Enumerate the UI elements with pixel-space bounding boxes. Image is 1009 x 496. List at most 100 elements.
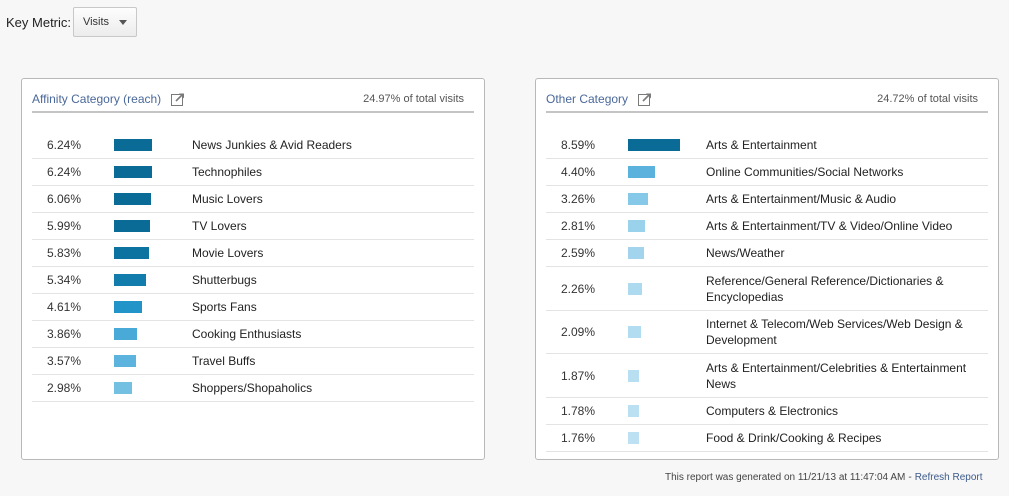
row-category-label: TV Lovers: [192, 219, 247, 233]
row-category-label: Shutterbugs: [192, 273, 257, 287]
bar-cell: [114, 301, 192, 313]
row-percentage: 5.83%: [47, 246, 82, 260]
row-percentage: 3.26%: [561, 192, 596, 206]
bar-cell: [628, 166, 706, 178]
bar-cell: [114, 139, 192, 151]
row-category-label: Arts & Entertainment/TV & Video/Online V…: [706, 219, 953, 233]
table-row: 6.24% Technophiles: [32, 159, 474, 186]
row-percentage: 3.57%: [47, 354, 82, 368]
row-percentage: 8.59%: [561, 138, 596, 152]
row-bar: [628, 193, 648, 205]
row-percentage: 1.87%: [561, 368, 596, 383]
bar-cell: [114, 193, 192, 205]
row-category-label: News/Weather: [706, 246, 785, 260]
table-row: 2.59% News/Weather: [546, 240, 988, 267]
bar-cell: [114, 247, 192, 259]
row-percentage: 1.78%: [561, 404, 596, 418]
table-row: 5.34% Shutterbugs: [32, 267, 474, 294]
refresh-report-link[interactable]: Refresh Report: [914, 472, 983, 483]
row-bar: [114, 220, 150, 232]
row-bar: [114, 328, 137, 340]
table-row: 2.98% Shoppers/Shopaholics: [32, 375, 474, 402]
affinity-rows: 6.24% News Junkies & Avid Readers 6.24% Tec…: [32, 132, 474, 402]
bar-cell: [628, 193, 706, 205]
row-bar: [628, 326, 641, 338]
row-percentage: 6.24%: [47, 138, 82, 152]
bar-cell: [628, 282, 706, 295]
row-percentage: 6.24%: [47, 165, 82, 179]
row-category-label: News Junkies & Avid Readers: [192, 138, 352, 152]
row-percentage: 2.98%: [47, 381, 82, 395]
table-row: 2.81% Arts & Entertainment/TV & Video/Onl…: [546, 213, 988, 240]
row-category-label: Internet & Telecom/Web Services/Web Desi…: [706, 317, 963, 347]
table-row: 4.40% Online Communities/Social Networks: [546, 159, 988, 186]
row-category-label: Music Lovers: [192, 192, 263, 206]
row-bar: [114, 274, 146, 286]
row-percentage: 5.34%: [47, 273, 82, 287]
bar-cell: [628, 139, 706, 151]
table-row: 6.24% News Junkies & Avid Readers: [32, 132, 474, 159]
table-row: 1.87% Arts & Entertainment/Celebrities & …: [546, 354, 988, 398]
row-category-label: Arts & Entertainment/Music & Audio: [706, 192, 897, 206]
row-category-label: Food & Drink/Cooking & Recipes: [706, 431, 882, 445]
row-percentage: 2.59%: [561, 246, 596, 260]
row-category-label: Computers & Electronics: [706, 404, 839, 418]
affinity-category-title[interactable]: Affinity Category (reach): [32, 92, 162, 106]
table-row: 1.78% Computers & Electronics: [546, 398, 988, 425]
row-bar: [628, 139, 680, 151]
bar-cell: [628, 326, 706, 338]
row-bar: [114, 166, 152, 178]
row-category-label: Arts & Entertainment/Celebrities & Enter…: [706, 360, 967, 391]
row-category-label: Online Communities/Social Networks: [706, 165, 904, 179]
row-category-label: Technophiles: [192, 165, 263, 179]
table-row: 2.09% Internet & Telecom/Web Services/Web…: [546, 311, 988, 354]
row-percentage: 4.40%: [561, 165, 596, 179]
row-category-label: Shoppers/Shopaholics: [192, 381, 313, 395]
export-icon[interactable]: [637, 91, 653, 107]
other-total-visits: 24.72% of total visits: [877, 93, 978, 105]
row-percentage: 6.06%: [47, 192, 82, 206]
row-category-label: Travel Buffs: [192, 354, 256, 368]
bar-cell: [114, 328, 192, 340]
report-footer: This report was generated on 11/21/13 at…: [665, 472, 983, 483]
row-bar: [114, 139, 152, 151]
table-row: 5.99% TV Lovers: [32, 213, 474, 240]
bar-cell: [114, 355, 192, 367]
key-metric-label: Key Metric:: [6, 14, 72, 30]
row-bar: [628, 220, 645, 232]
panel-header: Affinity Category (reach) 24.97% of tota…: [32, 87, 474, 113]
row-percentage: 2.26%: [561, 281, 596, 296]
key-metric-control: Key Metric: Visits: [6, 6, 138, 38]
row-bar: [114, 193, 151, 205]
bar-cell: [114, 166, 192, 178]
row-bar: [628, 405, 639, 417]
other-category-panel: Other Category 24.72% of total visits 8.…: [535, 78, 999, 460]
chevron-down-icon: [119, 19, 128, 25]
key-metric-value: Visits: [82, 16, 110, 28]
row-percentage: 2.81%: [561, 219, 596, 233]
bar-cell: [628, 405, 706, 417]
table-row: 3.57% Travel Buffs: [32, 348, 474, 375]
bar-cell: [114, 220, 192, 232]
row-category-label: Cooking Enthusiasts: [192, 327, 302, 341]
row-bar: [628, 166, 655, 178]
bar-cell: [628, 369, 706, 382]
export-icon[interactable]: [170, 91, 186, 107]
table-row: 5.83% Movie Lovers: [32, 240, 474, 267]
bar-cell: [628, 247, 706, 259]
table-row: 3.26% Arts & Entertainment/Music & Audio: [546, 186, 988, 213]
other-category-title[interactable]: Other Category: [546, 92, 629, 106]
row-bar: [628, 432, 639, 444]
report-generated-text: This report was generated on 11/21/13 at…: [665, 472, 906, 483]
affinity-total-visits: 24.97% of total visits: [363, 93, 464, 105]
row-bar: [628, 369, 639, 382]
row-bar: [114, 301, 142, 313]
key-metric-dropdown[interactable]: Visits: [73, 7, 138, 37]
row-percentage: 2.09%: [561, 325, 596, 339]
affinity-category-panel: Affinity Category (reach) 24.97% of tota…: [21, 78, 485, 460]
row-category-label: Sports Fans: [192, 300, 257, 314]
bar-cell: [114, 382, 192, 394]
row-bar: [628, 247, 644, 259]
table-row: 8.59% Arts & Entertainment: [546, 132, 988, 159]
bar-cell: [628, 220, 706, 232]
